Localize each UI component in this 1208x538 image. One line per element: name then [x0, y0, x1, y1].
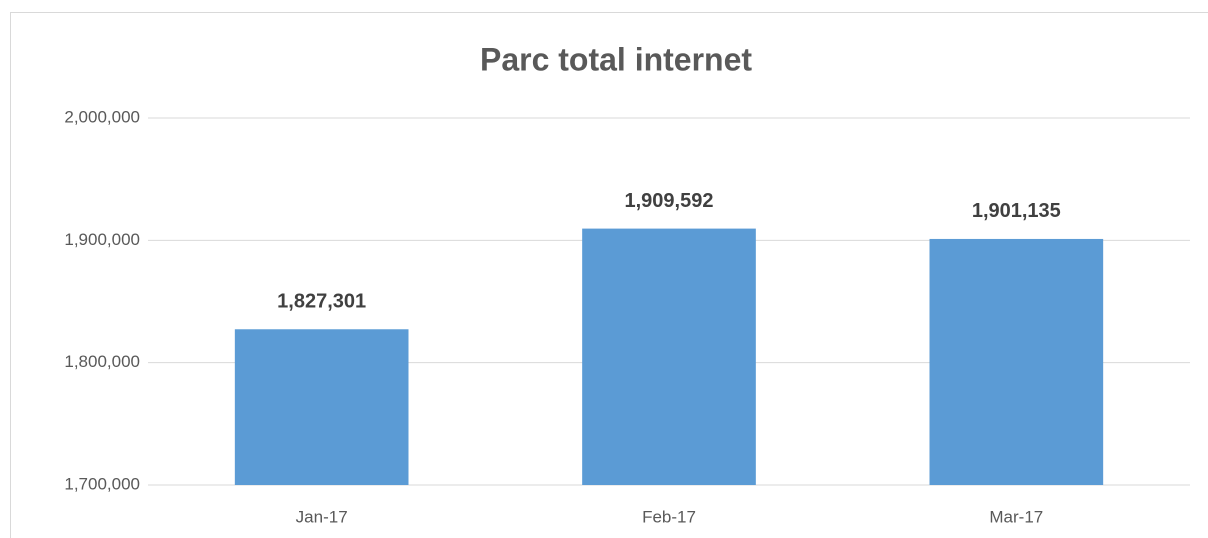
y-tick-label: 1,900,000: [64, 230, 140, 249]
bar: [929, 238, 1104, 485]
x-tick-label: Jan-17: [296, 507, 348, 526]
y-tick-label: 2,000,000: [64, 107, 140, 126]
data-label: 1,901,135: [972, 200, 1061, 222]
bar: [582, 228, 756, 485]
x-tick-label: Mar-17: [989, 507, 1043, 526]
data-label: 1,909,592: [625, 190, 714, 212]
chart-title: Parc total internet: [480, 41, 752, 77]
x-tick-label: Feb-17: [642, 507, 696, 526]
data-label: 1,827,301: [277, 291, 366, 313]
y-tick-label: 1,800,000: [64, 352, 140, 371]
chart-border: [10, 12, 1208, 538]
y-tick-label: 1,700,000: [64, 474, 140, 493]
bar: [234, 329, 409, 485]
